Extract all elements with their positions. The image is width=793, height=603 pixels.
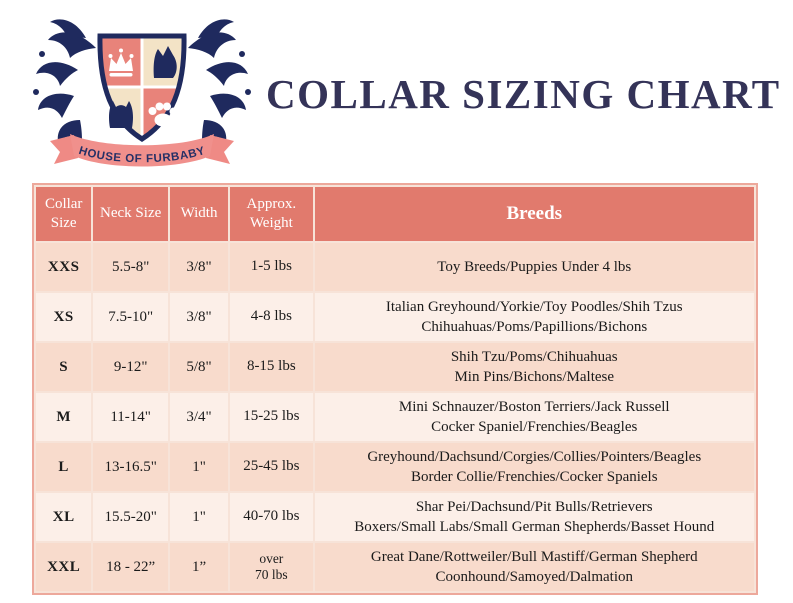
sizing-table-container: Collar Size Neck Size Width Approx. Weig…: [32, 183, 758, 595]
cell-neck-size: 5.5-8": [93, 243, 168, 291]
column-header-breeds: Breeds: [314, 187, 754, 241]
flourish-ornament-icon: [33, 19, 96, 142]
table-row: XXS 5.5-8" 3/8" 1-5 lbs Toy Breeds/Puppi…: [36, 243, 754, 291]
table-row: M 11-14" 3/4" 15-25 lbs Mini Schnauzer/B…: [36, 393, 754, 441]
cell-breeds: Shih Tzu/Poms/Chihuahuas Min Pins/Bichon…: [314, 343, 754, 391]
cell-collar-size: XS: [36, 293, 92, 341]
cell-breeds: Mini Schnauzer/Boston Terriers/Jack Russ…: [314, 393, 754, 441]
cell-neck-size: 13-16.5": [93, 443, 168, 491]
cell-weight: 25-45 lbs: [230, 443, 313, 491]
table-row: L 13-16.5" 1" 25-45 lbs Greyhound/Dachsu…: [36, 443, 754, 491]
column-header-neck-size: Neck Size: [93, 187, 168, 241]
cell-neck-size: 11-14": [93, 393, 168, 441]
cell-collar-size: XXS: [36, 243, 92, 291]
cell-weight: 1-5 lbs: [230, 243, 313, 291]
cell-collar-size: XXL: [36, 543, 92, 591]
cell-collar-size: XL: [36, 493, 92, 541]
cell-width: 3/8": [169, 293, 229, 341]
dog-icon: [153, 46, 177, 78]
cell-weight: over 70 lbs: [230, 543, 313, 591]
table-row: XS 7.5-10" 3/8" 4-8 lbs Italian Greyhoun…: [36, 293, 754, 341]
house-of-furbaby-logo: HOUSE OF FURBABY: [33, 19, 251, 167]
cell-breeds: Toy Breeds/Puppies Under 4 lbs: [314, 243, 754, 291]
cell-weight: 15-25 lbs: [230, 393, 313, 441]
column-header-weight: Approx. Weight: [230, 187, 313, 241]
column-header-width: Width: [169, 187, 229, 241]
cell-breeds: Great Dane/Rottweiler/Bull Mastiff/Germa…: [314, 543, 754, 591]
page-title: COLLAR SIZING CHART: [266, 71, 781, 117]
cell-neck-size: 18 - 22”: [93, 543, 168, 591]
cell-collar-size: M: [36, 393, 92, 441]
crown-icon: [108, 48, 134, 77]
cell-weight: 4-8 lbs: [230, 293, 313, 341]
ribbon-banner: HOUSE OF FURBABY: [50, 134, 234, 167]
table-row: XL 15.5-20" 1" 40-70 lbs Shar Pei/Dachsu…: [36, 493, 754, 541]
cell-width: 3/4": [169, 393, 229, 441]
collar-sizing-table: Collar Size Neck Size Width Approx. Weig…: [32, 183, 758, 595]
cell-width: 3/8": [169, 243, 229, 291]
cell-collar-size: S: [36, 343, 92, 391]
cell-width: 1": [169, 493, 229, 541]
cell-neck-size: 15.5-20": [93, 493, 168, 541]
cell-width: 5/8": [169, 343, 229, 391]
table-row: XXL 18 - 22” 1” over 70 lbs Great Dane/R…: [36, 543, 754, 591]
column-header-collar-size: Collar Size: [36, 187, 92, 241]
cell-width: 1": [169, 443, 229, 491]
paw-icon: [148, 102, 178, 127]
table-header-row: Collar Size Neck Size Width Approx. Weig…: [36, 187, 754, 241]
cell-neck-size: 7.5-10": [93, 293, 168, 341]
cell-weight: 8-15 lbs: [230, 343, 313, 391]
cat-icon: [109, 101, 133, 128]
shield-border: [97, 33, 187, 142]
cell-breeds: Greyhound/Dachsund/Corgies/Collies/Point…: [314, 443, 754, 491]
cell-breeds: Shar Pei/Dachsund/Pit Bulls/Retrievers B…: [314, 493, 754, 541]
cell-weight: 40-70 lbs: [230, 493, 313, 541]
cell-neck-size: 9-12": [93, 343, 168, 391]
cell-collar-size: L: [36, 443, 92, 491]
cell-breeds: Italian Greyhound/Yorkie/Toy Poodles/Shi…: [314, 293, 754, 341]
cell-width: 1”: [169, 543, 229, 591]
table-row: S 9-12" 5/8" 8-15 lbs Shih Tzu/Poms/Chih…: [36, 343, 754, 391]
